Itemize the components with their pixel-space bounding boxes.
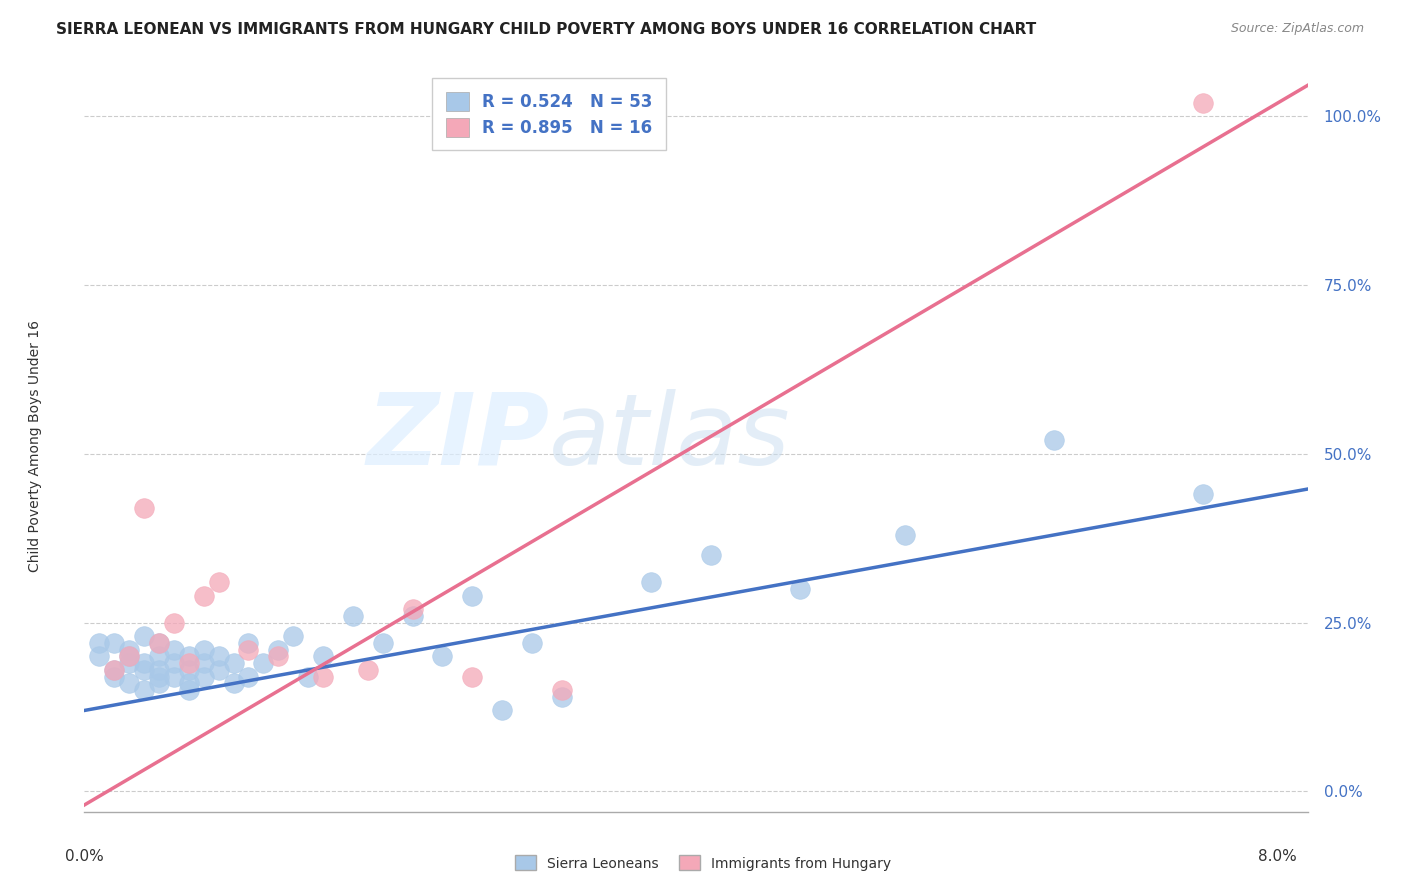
- Point: [132, 500, 155, 515]
- Point: [118, 657, 141, 671]
- Point: [177, 657, 200, 671]
- Point: [148, 663, 170, 677]
- Point: [401, 609, 423, 624]
- Point: [222, 676, 245, 690]
- Point: [177, 663, 200, 677]
- Point: [491, 703, 513, 717]
- Point: [148, 676, 170, 690]
- Point: [177, 649, 200, 664]
- Point: [357, 663, 380, 677]
- Point: [222, 657, 245, 671]
- Legend: R = 0.524   N = 53, R = 0.895   N = 16: R = 0.524 N = 53, R = 0.895 N = 16: [432, 78, 666, 150]
- Point: [520, 636, 543, 650]
- Point: [118, 676, 141, 690]
- Text: Source: ZipAtlas.com: Source: ZipAtlas.com: [1230, 22, 1364, 36]
- Point: [551, 683, 574, 698]
- Point: [640, 575, 662, 590]
- Point: [103, 670, 125, 684]
- Point: [193, 589, 215, 603]
- Point: [103, 663, 125, 677]
- Point: [700, 548, 723, 562]
- Point: [163, 615, 186, 630]
- Point: [238, 670, 260, 684]
- Point: [789, 582, 811, 596]
- Point: [432, 649, 454, 664]
- Point: [207, 663, 229, 677]
- Point: [238, 642, 260, 657]
- Point: [193, 642, 215, 657]
- Point: [118, 649, 141, 664]
- Point: [148, 670, 170, 684]
- Point: [132, 683, 155, 698]
- Point: [551, 690, 574, 704]
- Point: [103, 663, 125, 677]
- Point: [132, 629, 155, 643]
- Point: [1192, 487, 1215, 501]
- Point: [103, 636, 125, 650]
- Text: 8.0%: 8.0%: [1258, 849, 1298, 863]
- Point: [312, 670, 335, 684]
- Point: [193, 657, 215, 671]
- Text: ZIP: ZIP: [366, 389, 550, 485]
- Point: [163, 642, 186, 657]
- Point: [267, 649, 290, 664]
- Point: [401, 602, 423, 616]
- Point: [894, 528, 917, 542]
- Point: [238, 636, 260, 650]
- Point: [461, 589, 484, 603]
- Text: SIERRA LEONEAN VS IMMIGRANTS FROM HUNGARY CHILD POVERTY AMONG BOYS UNDER 16 CORR: SIERRA LEONEAN VS IMMIGRANTS FROM HUNGAR…: [56, 22, 1036, 37]
- Point: [89, 649, 111, 664]
- Point: [461, 670, 484, 684]
- Point: [163, 657, 186, 671]
- Point: [371, 636, 394, 650]
- Point: [207, 575, 229, 590]
- Point: [207, 649, 229, 664]
- Point: [342, 609, 364, 624]
- Point: [132, 657, 155, 671]
- Point: [163, 670, 186, 684]
- Point: [252, 657, 274, 671]
- Point: [118, 649, 141, 664]
- Point: [148, 636, 170, 650]
- Point: [132, 663, 155, 677]
- Legend: Sierra Leoneans, Immigrants from Hungary: Sierra Leoneans, Immigrants from Hungary: [509, 850, 897, 876]
- Text: atlas: atlas: [550, 389, 790, 485]
- Point: [193, 670, 215, 684]
- Point: [89, 636, 111, 650]
- Point: [283, 629, 305, 643]
- Point: [267, 642, 290, 657]
- Point: [312, 649, 335, 664]
- Text: Child Poverty Among Boys Under 16: Child Poverty Among Boys Under 16: [28, 320, 42, 572]
- Point: [297, 670, 319, 684]
- Text: 0.0%: 0.0%: [65, 849, 104, 863]
- Point: [177, 676, 200, 690]
- Point: [1043, 434, 1066, 448]
- Point: [118, 642, 141, 657]
- Point: [177, 683, 200, 698]
- Point: [148, 649, 170, 664]
- Point: [148, 636, 170, 650]
- Point: [1192, 95, 1215, 110]
